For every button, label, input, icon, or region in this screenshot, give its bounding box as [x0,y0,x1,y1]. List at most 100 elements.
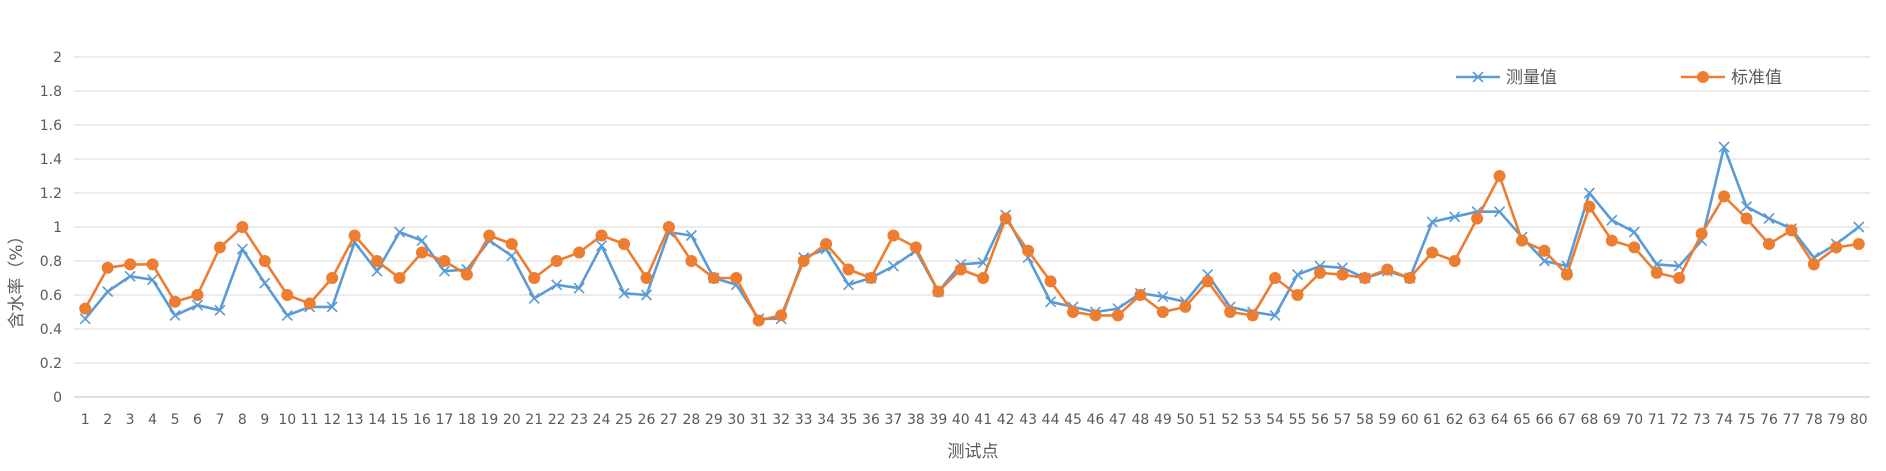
data-point [1606,214,1618,226]
data-point [1157,291,1169,303]
data-point [1403,272,1416,284]
data-point [775,309,788,322]
legend-marker [1697,71,1709,83]
data-point [1494,206,1506,218]
data-point [1830,241,1843,254]
x-tick-label: 71 [1648,412,1666,428]
x-tick-label: 5 [171,412,180,428]
data-point [977,272,990,284]
x-tick-label: 72 [1670,412,1688,428]
data-point [1718,141,1730,153]
x-tick-label: 62 [1446,412,1464,428]
data-point [1089,309,1102,322]
y-axis-title: 含水率（%） [7,227,27,328]
x-tick-label: 63 [1468,412,1486,428]
y-tick-label: 0.4 [40,322,62,338]
legend-label: 标准值 [1731,68,1782,88]
x-tick-label: 17 [436,412,454,428]
data-point [1201,275,1214,288]
x-tick-label: 78 [1805,412,1823,428]
x-tick-label: 34 [817,412,835,428]
x-tick-label: 26 [638,412,656,428]
series-1 [79,141,1865,325]
data-point [1448,255,1461,267]
data-point [460,268,473,281]
data-point [1538,255,1551,267]
data-point [1605,234,1618,247]
x-tick-label: 20 [503,412,521,428]
data-point [954,263,967,276]
data-point [191,289,204,301]
data-point [124,258,137,271]
data-point [506,250,518,262]
x-tick-label: 60 [1401,412,1419,428]
data-point [820,238,833,250]
data-point [1628,241,1641,254]
data-point [1269,309,1281,321]
data-point [707,272,720,284]
data-point [573,282,585,294]
data-point [236,243,248,255]
x-tick-label: 46 [1087,412,1105,428]
x-tick-label: 47 [1109,412,1127,428]
data-point [528,272,541,284]
x-tick-label: 49 [1154,412,1172,428]
data-point [551,279,563,291]
data-point [1336,268,1349,281]
data-point [236,221,249,233]
x-tick-label: 11 [301,412,319,428]
data-point [281,289,294,301]
x-tick-label: 41 [974,412,992,428]
data-point [1695,227,1708,240]
y-tick-label: 0 [53,390,62,406]
gridlines [74,56,1870,398]
data-point [1045,296,1057,308]
x-axis-title: 测试点 [948,442,999,462]
data-point [1111,309,1124,322]
data-point [213,241,226,254]
x-tick-label: 38 [907,412,925,428]
x-tick-label: 21 [525,412,543,428]
data-point [730,272,743,284]
x-tick-label: 51 [1199,412,1217,428]
data-point [1762,238,1775,250]
x-tick-label: 68 [1580,412,1598,428]
data-point [147,274,159,286]
data-point [169,295,182,308]
data-point [1650,266,1663,279]
data-point [1224,306,1237,318]
data-point [640,289,653,301]
x-tick-label: 15 [391,412,409,428]
data-point [1853,221,1865,233]
data-point [1156,306,1169,318]
x-tick-label: 8 [238,412,247,428]
x-tick-label: 32 [772,412,790,428]
x-tick-label: 45 [1064,412,1082,428]
x-tick-label: 22 [548,412,566,428]
y-tick-label: 1 [53,220,62,236]
x-tick-label: 53 [1244,412,1262,428]
x-tick-label: 58 [1356,412,1374,428]
x-tick-label: 14 [368,412,386,428]
x-tick-label: 42 [997,412,1015,428]
data-point [1291,269,1304,281]
legend-entry: 测量值 [1456,68,1557,88]
data-point [618,287,630,299]
data-point [1471,212,1484,225]
y-tick-label: 1.2 [40,186,62,202]
data-point [1493,170,1506,182]
x-tick-label: 64 [1491,412,1509,428]
data-point [1044,275,1057,288]
data-point [1852,238,1865,250]
x-tick-label: 18 [458,412,476,428]
x-tick-label: 56 [1311,412,1329,428]
x-tick-label: 40 [952,412,970,428]
x-tick-label: 16 [413,412,431,428]
data-point [191,299,204,311]
data-point [124,270,136,282]
x-tick-label: 6 [193,412,202,428]
x-tick-label: 23 [570,412,588,428]
data-point [146,258,159,271]
data-point [259,277,271,289]
data-point [101,261,114,274]
